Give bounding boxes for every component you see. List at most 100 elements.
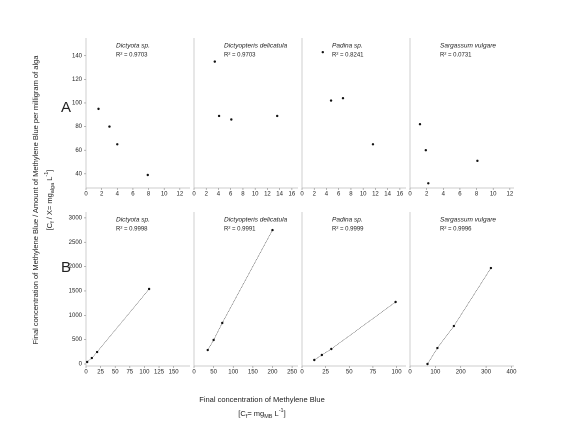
panel: 0 2 4 6 8 10 12 14 16 Dictyopteris delicatula R² =… [192,38,298,198]
point [320,353,324,357]
x-tick-label: 25 [322,370,329,376]
panel: 0 25 50 75 100 125 150050010001500200025003000… [69,212,190,376]
x-tick-label: 10 [252,192,259,198]
x-tick-label: 4 [325,192,329,198]
x-tick-label: 6 [131,192,135,198]
y-tick-label: 2500 [69,240,83,246]
x-tick-label: 100 [228,370,239,376]
axis-title-part: -1 [44,172,50,177]
point [212,338,215,342]
fit-line [314,301,396,361]
point [230,118,233,121]
axis-title-part: Final concentration of Methylene Blue / … [31,55,40,345]
x-tick-label: 150 [169,370,180,376]
point [424,149,428,152]
point [116,143,119,146]
x-tick-label: 6 [229,192,233,198]
point [85,360,89,364]
point [476,159,479,163]
x-tick-label: 0 [192,370,196,376]
x-tick-label: 12 [264,192,271,198]
x-tick-label: 8 [147,192,151,198]
x-tick-label: 12 [506,192,513,198]
point [489,266,493,270]
panel: 0 50 100 150 200 250 Dictyopteris delicatula R²… [192,212,298,376]
point [90,356,94,360]
x-tick-label: 8 [475,192,479,198]
y-tick-label: 1000 [69,313,83,319]
y-tick-label: 100 [72,101,83,107]
x-tick-label: 10 [161,192,168,198]
x-tick-label: 4 [442,192,446,198]
x-tick-label: 0 [84,370,88,376]
x-tick-label: 200 [456,370,467,376]
point [217,114,221,118]
x-tick-label: 100 [430,370,441,376]
x-tick-label: 8 [349,192,353,198]
panel-title: Dictyopteris delicatula [224,217,288,224]
x-tick-label: 2 [313,192,317,198]
point [276,114,279,118]
point [371,143,375,146]
axis-title-part: [C [238,409,246,418]
x-tick-label: 4 [116,192,120,198]
x-tick-label: 75 [370,370,377,376]
x-tick-label: 25 [97,370,104,376]
x-tick-label: 14 [384,192,391,198]
y-tick-label: 500 [72,337,83,343]
axis-title-part: [C [45,222,54,230]
point [313,358,316,362]
r-squared: R² = 0.0731 [440,53,472,59]
axis-title: [Cf= mgMB L-1] [238,408,285,420]
x-tick-label: 100 [392,370,403,376]
x-tick-label: 300 [481,370,492,376]
x-tick-label: 2 [205,192,209,198]
point [329,99,333,102]
point [426,362,429,366]
point [321,50,324,54]
point [221,321,224,325]
axis-title-part: f [246,414,248,420]
x-tick-label: 0 [192,192,196,198]
axis-title-part: f [50,221,56,223]
x-tick-label: 12 [176,192,183,198]
panel-title: Dictyota sp. [116,217,150,224]
r-squared: R² = 0.8241 [332,53,364,59]
point [108,125,111,128]
x-tick-label: 8 [241,192,245,198]
panel: 0 2 4 6 8 10 12 40 60 80 100 120 140 Dictyota sp. R² =… [72,38,190,198]
x-tick-label: 200 [267,370,278,376]
x-tick-label: 0 [300,370,304,376]
x-tick-label: 250 [287,370,298,376]
axis-title-part: L [45,177,54,183]
fit-line [207,229,273,351]
x-tick-label: 0 [300,192,304,198]
panel: 0 2 4 6 8 10 12 Sargassum vulgare R² = 0.0731 [408,38,514,198]
axis-title-part: L [272,409,278,418]
row-label: A [61,99,71,116]
x-tick-label: 75 [126,370,133,376]
x-tick-label: 100 [139,370,150,376]
point [418,123,422,126]
fit-line [87,288,150,363]
x-tick-label: 0 [84,192,88,198]
panel-title: Dictyopteris delicatula [224,43,288,50]
axis-title-part: -1 [279,408,284,414]
point [97,107,100,111]
x-tick-label: 150 [248,370,259,376]
x-tick-label: 4 [217,192,221,198]
y-tick-label: 140 [72,53,83,59]
axis-title-part: / X= mg [45,193,54,221]
x-tick-label: 6 [337,192,341,198]
x-tick-label: 12 [372,192,379,198]
axis-title: Final concentration of Methylene Blue / … [31,55,40,345]
y-tick-label: 80 [75,124,82,130]
x-tick-label: 2 [100,192,104,198]
axis-title-part: alga [50,182,56,193]
r-squared: R² = 0.9996 [440,227,472,233]
panel: 0 25 50 75 100 Padina sp. R² = 0.9999 [300,212,406,376]
point [330,347,333,351]
x-tick-label: 10 [490,192,497,198]
point [394,300,397,304]
axis-title-part: ] [45,170,54,172]
